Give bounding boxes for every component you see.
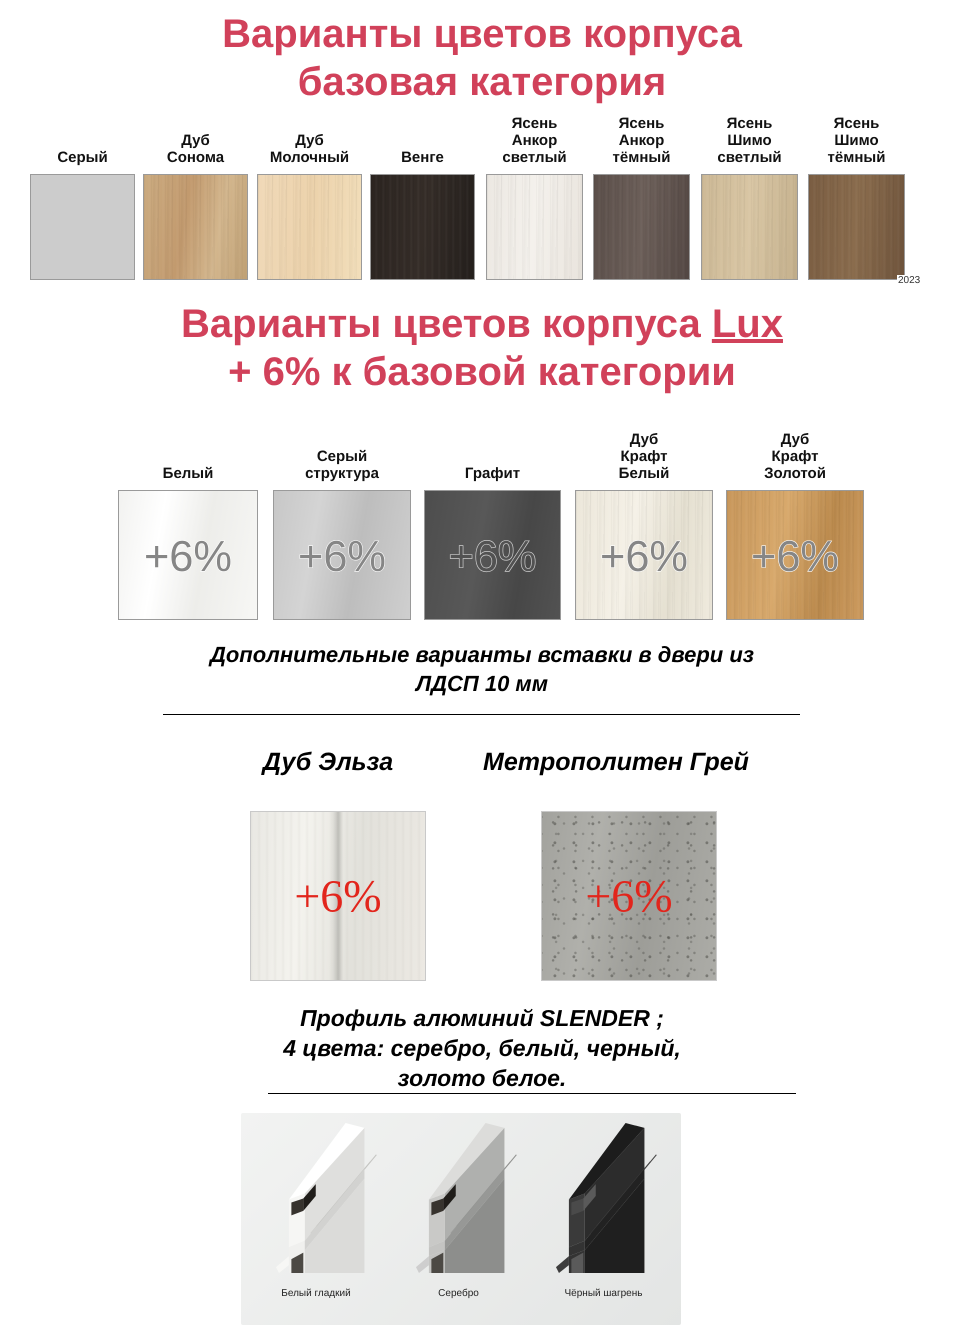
svg-text:+6%: +6% bbox=[144, 532, 232, 580]
svg-text:+6%: +6% bbox=[298, 532, 386, 580]
svg-text:+6%: +6% bbox=[600, 532, 688, 580]
svg-text:+6%: +6% bbox=[751, 532, 839, 580]
svg-text:+6%: +6% bbox=[449, 532, 537, 580]
